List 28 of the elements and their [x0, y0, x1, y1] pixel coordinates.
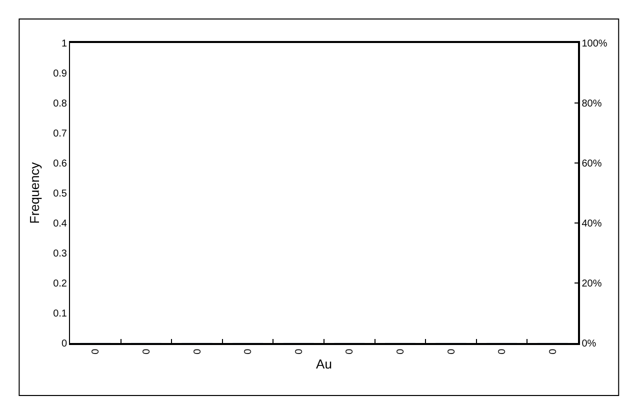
y-tick-label: 0.3 — [53, 248, 68, 260]
y2-tick-label: 80% — [582, 98, 602, 110]
x-tick-label: 0 — [294, 348, 305, 354]
y-tick-label: 0.7 — [53, 128, 68, 140]
x-tick-label: 0 — [395, 348, 406, 354]
x-tick-label: 0 — [90, 348, 102, 354]
x-axis-title: Au — [316, 356, 332, 372]
x-tick-label: 0 — [141, 348, 152, 354]
y2-tick-label: 0% — [582, 338, 596, 350]
y-tick-label: 0.1 — [53, 308, 68, 320]
y-tick-label: 1 — [61, 38, 68, 50]
y-tick-label: 0.6 — [53, 158, 68, 170]
y-tick-label: 0.5 — [53, 188, 68, 200]
y-tick-label: 0.8 — [53, 98, 68, 110]
y2-tick-label: 40% — [582, 218, 602, 230]
y2-tick-label: 20% — [582, 278, 602, 290]
y-axis-title: Frequency — [27, 162, 42, 224]
x-tick-label: 0 — [548, 348, 559, 354]
x-tick-label: 0 — [497, 348, 508, 354]
x-tick-label: 0 — [192, 348, 204, 354]
y2-tick-label: 60% — [582, 158, 602, 170]
y2-tick-label: 100% — [582, 38, 608, 50]
x-tick-label: 0 — [446, 348, 458, 354]
y-tick-label: 0.9 — [53, 68, 68, 80]
x-tick-label: 0 — [243, 348, 254, 354]
x-tick-label: 0 — [344, 348, 356, 354]
y-tick-label: 0.4 — [53, 218, 68, 230]
y-tick-label: 0.2 — [53, 278, 68, 290]
